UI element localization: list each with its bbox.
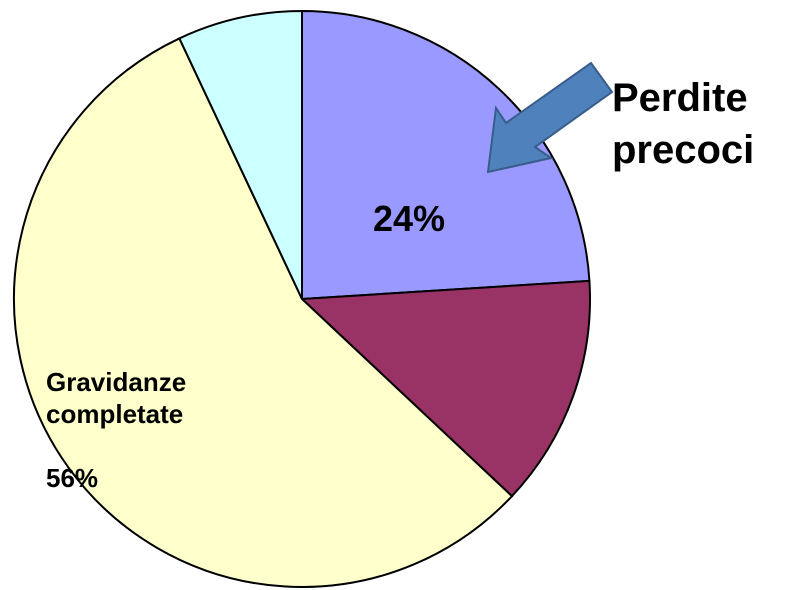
- slice-label: 56%: [46, 463, 99, 493]
- pie-slice: [13, 37, 514, 588]
- annotation: Perdite precoci: [612, 76, 755, 172]
- slice-label: 24%: [373, 198, 446, 239]
- slice-category: Gravidanze completate: [46, 367, 187, 429]
- pie-slice: [301, 9, 591, 301]
- pie: [13, 9, 591, 588]
- pie-slice: [299, 279, 591, 498]
- pie-slice: [178, 9, 303, 300]
- arrow: [486, 61, 614, 174]
